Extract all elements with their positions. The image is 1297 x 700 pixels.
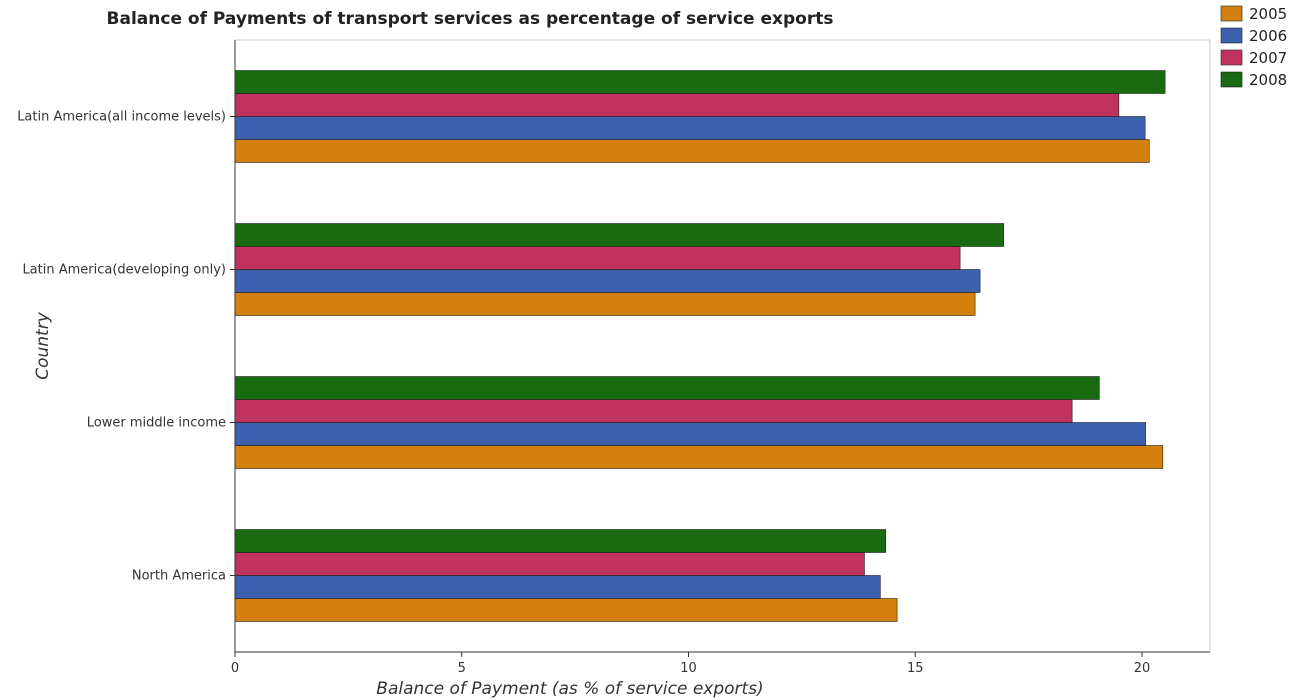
- bar-2006-2: [234, 422, 1146, 446]
- y-tick-label: Lower middle income: [87, 416, 226, 431]
- bars-group: [234, 70, 1166, 622]
- x-axis-label: Balance of Payment (as % of service expo…: [376, 679, 763, 699]
- bar-2006-1: [234, 269, 981, 293]
- x-tick-label: 5: [458, 661, 466, 676]
- y-tick-label: Latin America(all income levels): [17, 110, 226, 125]
- bar-2005-1: [234, 292, 976, 316]
- y-axis: Latin America(all income levels) Latin Am…: [17, 40, 236, 652]
- legend-label-2007: 2007: [1249, 49, 1287, 67]
- legend-swatch-2006: [1220, 27, 1243, 44]
- y-axis-label: Country: [33, 311, 53, 379]
- bar-2008-2: [234, 376, 1100, 400]
- bar-2005-2: [234, 445, 1164, 469]
- bar-2006-0: [234, 116, 1146, 140]
- bar-2008-1: [234, 223, 1004, 247]
- legend-label-2006: 2006: [1249, 27, 1287, 45]
- x-tick-label: 0: [231, 661, 239, 676]
- legend-label-2005: 2005: [1249, 5, 1287, 23]
- bar-2007-3: [234, 552, 865, 576]
- x-tick-label: 20: [1134, 661, 1151, 676]
- x-axis: 0 5 10 15 20: [231, 651, 1210, 676]
- bar-2007-0: [234, 93, 1120, 117]
- bar-2007-2: [234, 399, 1073, 423]
- chart-title: Balance of Payments of transport service…: [107, 9, 834, 29]
- y-tick-label: Latin America(developing only): [22, 263, 226, 278]
- x-tick-label: 10: [680, 661, 697, 676]
- legend-swatch-2005: [1220, 5, 1243, 22]
- bar-2008-3: [234, 529, 887, 553]
- legend-swatch-2008: [1220, 71, 1243, 88]
- bar-2007-1: [234, 246, 961, 270]
- bar-2005-3: [234, 598, 898, 622]
- x-tick-label: 15: [907, 661, 924, 676]
- bar-2005-0: [234, 139, 1150, 163]
- bar-2006-3: [234, 575, 881, 599]
- y-tick-label: North America: [132, 569, 226, 584]
- legend-swatch-2007: [1220, 49, 1243, 66]
- bar-2008-0: [234, 70, 1166, 94]
- legend: 2005 2006 2007 2008: [1220, 5, 1287, 89]
- legend-label-2008: 2008: [1249, 71, 1287, 89]
